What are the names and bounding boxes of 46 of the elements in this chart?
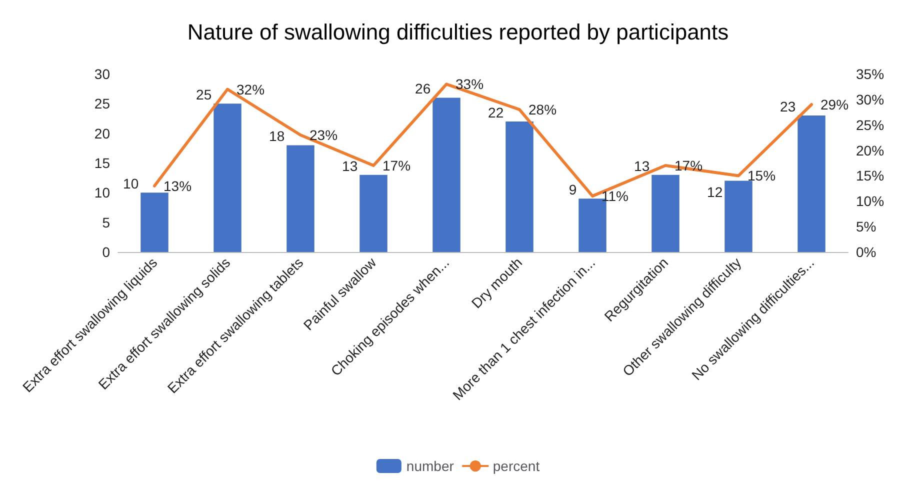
data-label: 12 [707,184,723,200]
data-label: 22 [488,104,504,120]
data-label: 11% [602,188,628,204]
data-label: 15% [748,168,776,184]
bar [798,116,826,252]
bar [432,98,460,252]
y2-tick-label: 0% [856,244,876,260]
y2-tick-label: 20% [856,142,884,158]
data-label: 23% [310,127,338,144]
data-label: 26 [415,80,431,97]
y-tick-label: 20 [94,125,110,142]
y2-tick-label: 25% [856,116,884,133]
y-tick-label: 25 [94,96,110,112]
y-tick-label: 10 [94,184,110,201]
y2-tick-label: 5% [856,218,876,235]
bar [286,145,314,252]
data-label: 18 [269,128,285,144]
bar [140,192,168,252]
data-label: 32% [236,81,265,98]
y-tick-label: 5 [102,214,110,230]
y-tick-label: 30 [94,66,110,82]
y2-tick-label: 15% [856,168,884,184]
y2-tick-label: 10% [856,193,884,210]
y2-tick-label: 30% [856,91,884,108]
data-label: 10 [123,176,139,192]
legend-label: percent [492,458,540,474]
data-label: 29% [820,96,849,113]
y-tick-label: 0 [102,244,110,260]
bar [214,104,242,252]
bar [724,180,752,252]
data-label: 9 [568,182,577,198]
data-label: 33% [456,76,484,92]
data-label: 13 [634,158,650,174]
data-label: 17% [382,158,411,174]
bar [360,174,388,252]
bar [652,174,680,252]
y2-tick-label: 35% [856,66,884,82]
legend-label: number [406,458,454,474]
data-label: 13 [342,158,358,174]
data-label: 25 [196,86,212,103]
y-tick-label: 15 [94,155,110,171]
data-label: 28% [528,102,557,118]
chart-title: Nature of swallowing difficulties reported by participants [187,20,729,44]
data-label: 13% [164,178,192,194]
bar [506,121,534,252]
data-label: 23 [780,98,796,115]
